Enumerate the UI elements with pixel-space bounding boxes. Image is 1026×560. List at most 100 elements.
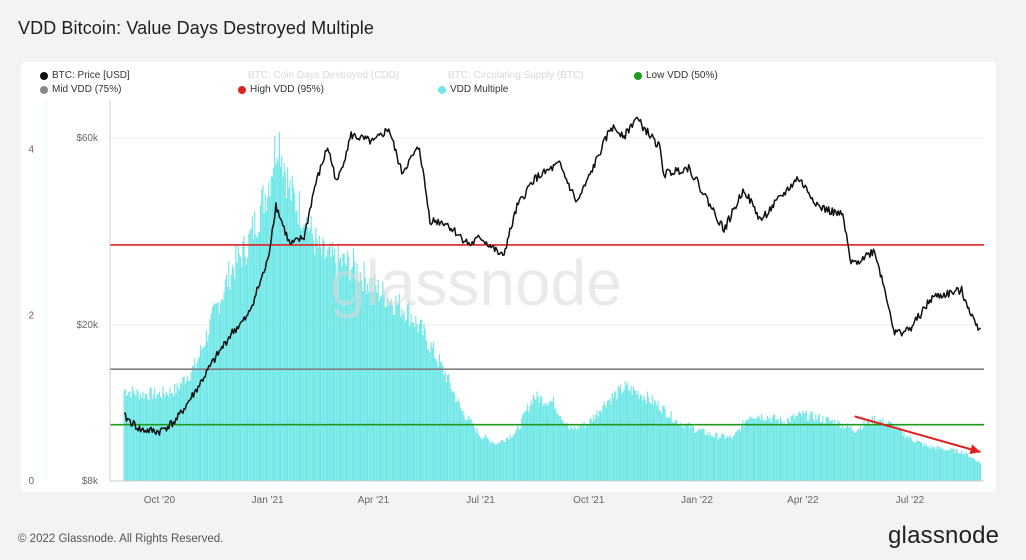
vdd-bar <box>405 319 407 481</box>
vdd-bar <box>615 390 617 481</box>
vdd-bar <box>421 319 423 481</box>
x-tick-label: Jul '21 <box>466 495 495 506</box>
vdd-bar <box>899 429 902 481</box>
vdd-bar <box>254 210 256 481</box>
vdd-bar <box>322 237 324 481</box>
legend-item-mid-vdd[interactable]: Mid VDD (75%) <box>40 84 121 95</box>
vdd-bar <box>221 298 223 481</box>
vdd-bar <box>759 419 762 481</box>
vdd-bar <box>975 460 977 481</box>
vdd-bar <box>385 306 387 481</box>
vdd-bar <box>854 432 856 481</box>
vdd-bar <box>604 404 606 481</box>
vdd-bar <box>390 299 392 481</box>
vdd-bar <box>472 422 475 481</box>
vdd-bar <box>430 342 432 481</box>
vdd-bar <box>497 442 499 481</box>
vdd-bar <box>476 427 478 481</box>
vdd-bar <box>281 155 283 482</box>
vdd-bar <box>817 416 819 481</box>
vdd-bar <box>541 396 543 481</box>
vdd-bar <box>771 417 773 481</box>
legend-item-vdd-multiple[interactable]: VDD Multiple <box>438 84 508 95</box>
vdd-bar <box>917 440 919 481</box>
vdd-multiple-bars <box>123 132 982 482</box>
vdd-bar <box>698 428 700 481</box>
vdd-bar <box>934 447 936 481</box>
legend-item-high-vdd[interactable]: High VDD (95%) <box>238 84 324 95</box>
vdd-bar <box>274 135 276 481</box>
vdd-bar <box>419 319 422 481</box>
vdd-bar <box>142 391 144 481</box>
vdd-bar <box>143 398 145 481</box>
vdd-bar <box>231 265 233 481</box>
vdd-bar <box>461 410 463 481</box>
vdd-bar <box>955 449 957 481</box>
vdd-bar <box>614 392 616 481</box>
vdd-bar <box>549 401 551 481</box>
vdd-bar <box>732 435 734 481</box>
vdd-bar <box>217 302 219 481</box>
vdd-bar <box>351 266 353 481</box>
vdd-bar <box>225 274 228 481</box>
vdd-bar <box>781 420 783 481</box>
vdd-bar <box>135 395 137 481</box>
vdd-bar <box>944 449 946 481</box>
legend-label: High VDD (95%) <box>250 84 324 95</box>
vdd-bar <box>458 402 460 481</box>
vdd-bar <box>538 402 540 481</box>
vdd-bar <box>671 422 673 481</box>
vdd-bar <box>214 303 216 481</box>
chart-card <box>21 62 996 492</box>
vdd-bar <box>885 422 887 481</box>
vdd-bar <box>292 187 295 481</box>
vdd-bar <box>412 322 415 481</box>
vdd-bar <box>957 452 959 481</box>
vdd-bar <box>595 414 597 481</box>
vdd-bar <box>829 421 831 481</box>
vdd-bar <box>672 422 675 481</box>
vdd-bar <box>227 286 229 481</box>
vdd-bar <box>634 390 636 481</box>
vdd-bar <box>959 453 962 481</box>
vdd-bar <box>438 354 440 481</box>
vdd-bar <box>185 381 188 481</box>
legend-item-supply[interactable]: BTC: Circulating Supply (BTC) <box>448 70 584 81</box>
vdd-bar <box>401 309 403 481</box>
vdd-bar <box>677 425 679 481</box>
vdd-bar <box>617 386 619 481</box>
legend-item-btc-price[interactable]: BTC: Price [USD] <box>40 70 130 81</box>
legend-dot-icon <box>40 71 48 80</box>
vdd-bar <box>864 425 866 481</box>
vdd-bar <box>278 132 280 482</box>
vdd-bar <box>757 415 759 481</box>
legend-item-cdd[interactable]: BTC: Coin Days Destroyed (CDD) <box>248 70 399 81</box>
vdd-bar <box>874 415 876 481</box>
legend-item-low-vdd[interactable]: Low VDD (50%) <box>634 70 718 81</box>
vdd-bar <box>211 307 213 481</box>
vdd-bar <box>144 393 146 481</box>
vdd-bar <box>807 420 809 481</box>
vdd-bar <box>751 417 753 481</box>
vdd-bar <box>423 323 425 481</box>
vdd-bar <box>559 415 562 481</box>
vdd-bar <box>582 425 584 481</box>
vdd-bar <box>638 398 640 481</box>
watermark: glassnode <box>330 247 622 319</box>
vdd-bar <box>777 418 779 481</box>
vdd-bar <box>463 414 465 481</box>
vdd-bar <box>850 426 852 481</box>
vdd-bar <box>510 437 512 481</box>
vdd-bar <box>355 279 357 481</box>
vdd-bar <box>277 160 279 481</box>
vdd-bar <box>232 268 235 481</box>
vdd-bar <box>949 450 951 481</box>
vdd-bar <box>370 292 372 481</box>
vdd-bar <box>603 401 605 481</box>
vdd-bar <box>749 416 751 481</box>
vdd-bar <box>879 419 882 481</box>
vdd-bar <box>642 400 644 481</box>
vdd-bar <box>696 431 698 481</box>
vdd-bar <box>249 230 251 481</box>
legend-label: BTC: Coin Days Destroyed (CDD) <box>248 70 400 81</box>
